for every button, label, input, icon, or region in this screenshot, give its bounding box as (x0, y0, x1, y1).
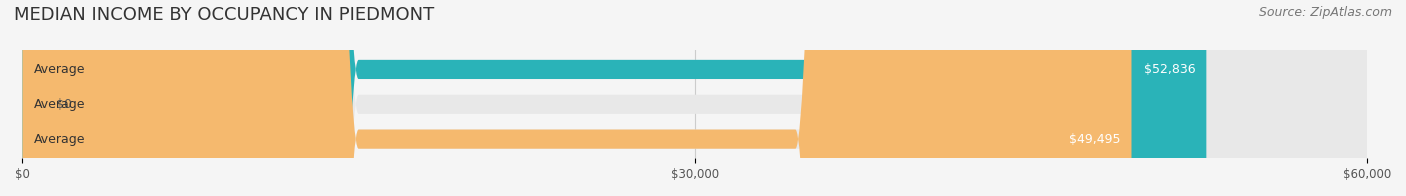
FancyBboxPatch shape (22, 0, 1367, 196)
Text: Average: Average (34, 133, 86, 146)
Text: MEDIAN INCOME BY OCCUPANCY IN PIEDMONT: MEDIAN INCOME BY OCCUPANCY IN PIEDMONT (14, 6, 434, 24)
Text: Source: ZipAtlas.com: Source: ZipAtlas.com (1258, 6, 1392, 19)
FancyBboxPatch shape (22, 0, 1367, 196)
Text: $0: $0 (56, 98, 72, 111)
Text: Average: Average (34, 98, 86, 111)
Text: $49,495: $49,495 (1069, 133, 1121, 146)
FancyBboxPatch shape (22, 0, 1206, 196)
FancyBboxPatch shape (22, 0, 1132, 196)
FancyBboxPatch shape (22, 0, 1367, 196)
Text: Average: Average (34, 63, 86, 76)
Text: $52,836: $52,836 (1143, 63, 1195, 76)
